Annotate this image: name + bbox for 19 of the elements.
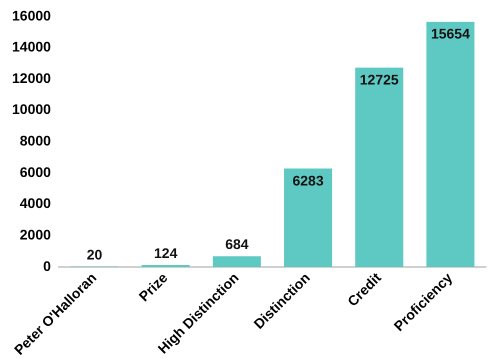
- bar: [284, 168, 332, 267]
- data-label: 15654: [430, 26, 470, 42]
- y-tick-label: 16000: [12, 7, 52, 24]
- bar: [212, 256, 261, 267]
- y-tick-label: 6000: [20, 164, 52, 180]
- data-label: 124: [154, 244, 178, 261]
- y-tick-label: 10000: [12, 101, 52, 118]
- data-label: 6283: [292, 172, 324, 188]
- data-label: 20: [86, 246, 103, 262]
- data-label: 12725: [360, 72, 399, 88]
- y-tick-label: 0: [43, 258, 52, 274]
- bar: [355, 68, 404, 267]
- y-tick-label: 8000: [20, 132, 52, 149]
- y-tick-label: 12000: [12, 70, 52, 86]
- y-tick-label: 2000: [20, 226, 52, 242]
- y-tick-label: 14000: [12, 38, 52, 55]
- y-tick-label: 4000: [20, 195, 52, 212]
- bar: [426, 22, 474, 267]
- data-label: 684: [225, 236, 249, 252]
